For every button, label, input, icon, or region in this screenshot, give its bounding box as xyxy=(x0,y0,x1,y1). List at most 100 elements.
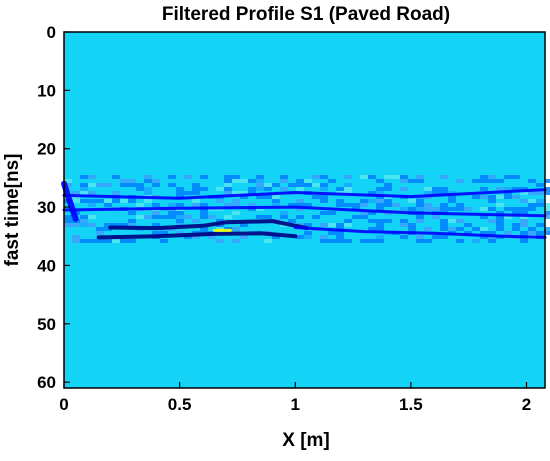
heatmap-cell xyxy=(336,198,344,203)
heatmap-cell xyxy=(192,218,200,223)
heatmap-cell xyxy=(280,174,288,179)
heatmap-cell xyxy=(480,230,488,235)
heatmap-cell xyxy=(320,198,328,203)
heatmap-cell xyxy=(144,174,152,179)
heatmap-cell xyxy=(504,214,512,219)
heatmap-cell xyxy=(520,214,528,219)
heatmap-cell xyxy=(128,178,136,183)
heatmap-cell xyxy=(352,214,360,219)
x-axis-ticks: 0 0.5 1 1.5 2 xyxy=(59,382,531,414)
heatmap-cell xyxy=(144,186,152,191)
heatmap-cell xyxy=(72,190,80,195)
heatmap-cell xyxy=(512,186,520,191)
heatmap-cell xyxy=(464,222,472,227)
heatmap-cell xyxy=(88,190,96,195)
heatmap-cell xyxy=(400,222,408,227)
heatmap-cell xyxy=(408,226,416,231)
heatmap-cell xyxy=(288,182,296,187)
heatmap-cell xyxy=(328,222,336,227)
heatmap-cell xyxy=(496,178,504,183)
heatmap-cell xyxy=(176,190,184,195)
y-tick-label: 60 xyxy=(37,373,56,392)
heatmap-cell xyxy=(448,198,456,203)
heatmap-cell xyxy=(328,238,336,243)
heatmap-cell xyxy=(440,222,448,227)
heatmap-cell xyxy=(360,238,368,243)
heatmap-cell xyxy=(256,186,264,191)
heatmap-cell xyxy=(128,210,136,215)
heatmap-cell xyxy=(320,194,328,199)
heatmap-cell xyxy=(528,198,536,203)
heatmap-cell xyxy=(176,202,184,207)
heatmap-cell xyxy=(360,214,368,219)
heatmap-cell xyxy=(200,226,208,231)
heatmap-cell xyxy=(328,230,336,235)
heatmap-cell xyxy=(368,226,376,231)
heatmap-cell xyxy=(520,186,528,191)
heatmap-cell xyxy=(544,214,550,219)
heatmap-cell xyxy=(480,174,488,179)
dark-reflector-line xyxy=(96,231,298,240)
heatmap-cell xyxy=(152,222,160,227)
heatmap-cell xyxy=(360,202,368,207)
heatmap-cell xyxy=(296,214,304,219)
heatmap-cell xyxy=(384,218,392,223)
heatmap-cell xyxy=(304,182,312,187)
heatmap-cell xyxy=(504,186,512,191)
heatmap-cell xyxy=(400,218,408,223)
heatmap-cell xyxy=(296,202,304,207)
heatmap-cell xyxy=(120,238,128,243)
heatmap-cell xyxy=(544,210,550,215)
heatmap-cell xyxy=(512,226,520,231)
heatmap-cell xyxy=(200,210,208,215)
heatmap-cell xyxy=(208,234,216,239)
heatmap-cell xyxy=(80,186,88,191)
heatmap-cell xyxy=(400,178,408,183)
heatmap-cell xyxy=(344,174,352,179)
heatmap-cell xyxy=(480,206,488,211)
heatmap-cell xyxy=(488,230,496,235)
heatmap-cell xyxy=(504,174,512,179)
heatmap-cell xyxy=(272,234,280,239)
heatmap-cell xyxy=(256,194,264,199)
heatmap-cell xyxy=(136,202,144,207)
heatmap-cell xyxy=(160,214,168,219)
heatmap-cell xyxy=(440,186,448,191)
heatmap-cell xyxy=(176,210,184,215)
heatmap-cell xyxy=(528,206,536,211)
heatmap-cell xyxy=(424,202,432,207)
heatmap-cell xyxy=(488,178,496,183)
heatmap-cell xyxy=(288,218,296,223)
heatmap-cell xyxy=(224,174,232,179)
heatmap-cell xyxy=(176,230,184,235)
heatmap-cell xyxy=(176,186,184,191)
heatmap-cell xyxy=(544,226,550,231)
heatmap-cell xyxy=(256,178,264,183)
heatmap-cell xyxy=(96,238,104,243)
heatmap-cell xyxy=(264,186,272,191)
heatmap-cell xyxy=(136,186,144,191)
heatmap-cell xyxy=(128,182,136,187)
heatmap-cell xyxy=(408,178,416,183)
heatmap-cell xyxy=(280,186,288,191)
heatmap-cell xyxy=(384,202,392,207)
heatmap-cell xyxy=(520,206,528,211)
y-tick-label: 10 xyxy=(37,81,56,100)
heatmap-cell xyxy=(224,178,232,183)
heatmap-cell xyxy=(272,198,280,203)
heatmap-cell xyxy=(64,182,72,187)
heatmap-cell xyxy=(480,178,488,183)
heatmap-cell xyxy=(312,174,320,179)
heatmap-cell xyxy=(112,222,120,227)
heatmap-cell xyxy=(416,198,424,203)
heatmap-cell xyxy=(432,190,440,195)
heatmap-cell xyxy=(472,238,480,243)
heatmap-cell xyxy=(192,234,200,239)
blue-layer-line xyxy=(62,205,547,218)
heatmap-cell xyxy=(464,206,472,211)
heatmap-cell xyxy=(192,202,200,207)
heatmap-cell xyxy=(472,178,480,183)
heatmap-cell xyxy=(424,206,432,211)
heatmap-cell xyxy=(272,194,280,199)
heatmap-cell xyxy=(216,238,224,243)
